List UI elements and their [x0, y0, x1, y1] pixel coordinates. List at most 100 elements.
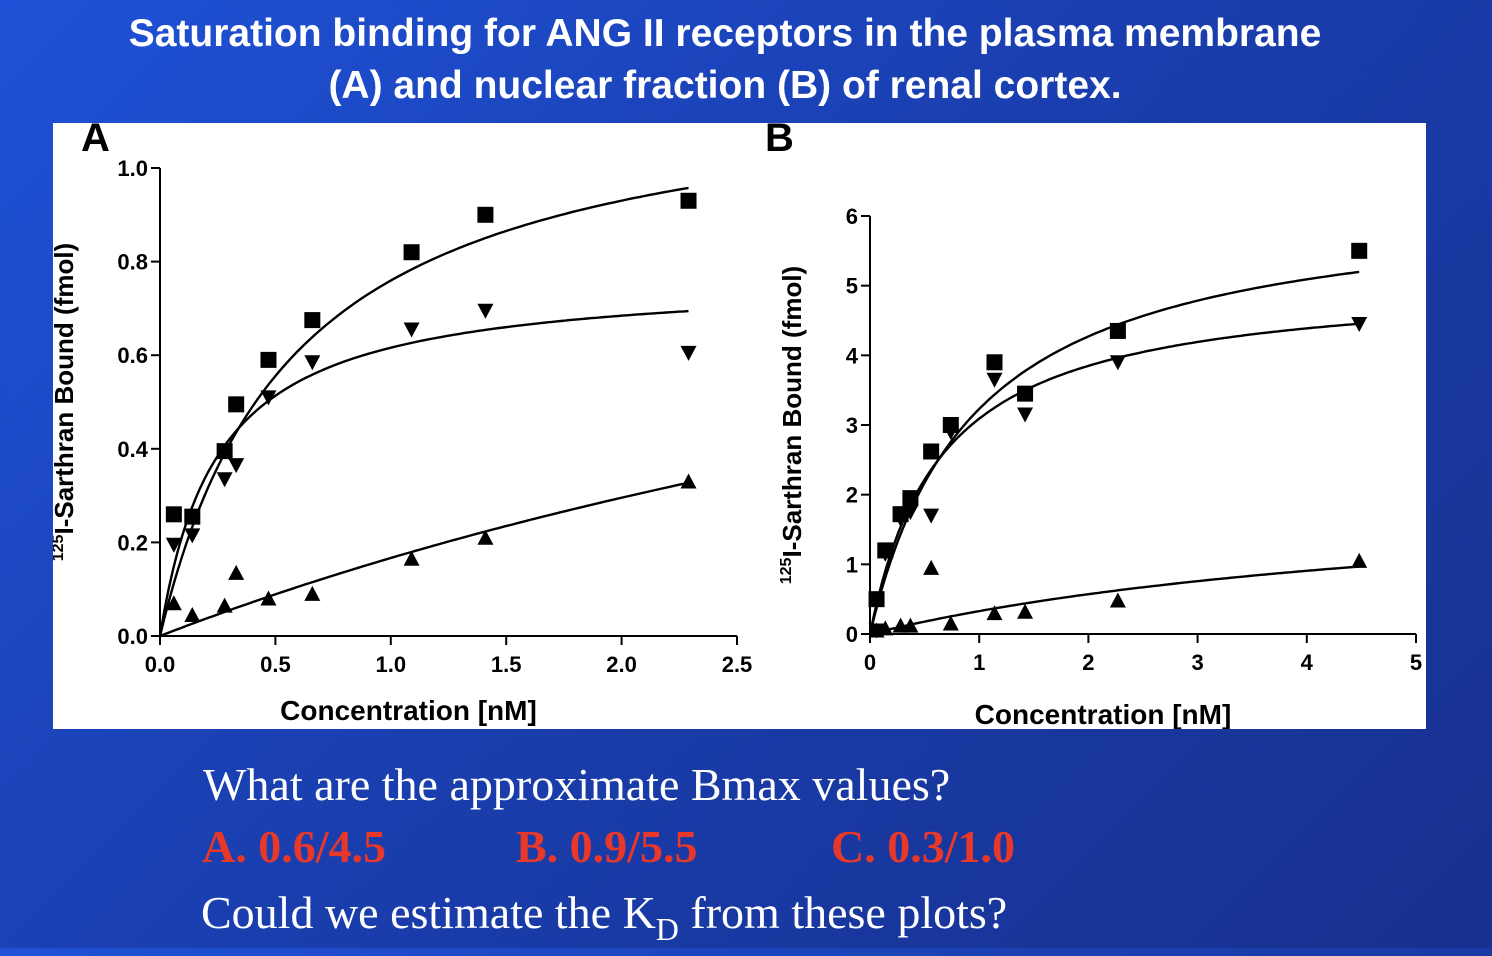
- x-tick-label: 1.5: [491, 652, 522, 677]
- data-point-triangle-down: [1351, 316, 1368, 332]
- data-point-square: [680, 192, 697, 209]
- data-point-square: [1109, 322, 1126, 339]
- slide-title-line-1: Saturation binding for ANG II receptors …: [128, 12, 1322, 55]
- charts-svg: 0.0 0.5 1.0 1.5 2.0 2.5 0.0 0.2 0.4 0.6 0.8 1.0 A Con…: [53, 123, 1422, 729]
- y-tick-label: 0.4: [117, 437, 148, 462]
- y-tick-label: 2: [846, 483, 858, 508]
- data-point-triangle-up: [902, 617, 919, 633]
- slide-title-line-2: (A) and nuclear fraction (B) of renal co…: [328, 64, 1122, 107]
- data-point-triangle-down: [942, 424, 959, 440]
- data-point-triangle-up: [304, 585, 321, 601]
- data-point-square: [304, 312, 321, 329]
- data-point-triangle-up: [477, 529, 494, 545]
- data-point-triangle-down: [184, 528, 201, 544]
- data-point-triangle-down: [165, 537, 182, 553]
- data-point-triangle-up: [184, 606, 201, 622]
- x-tick-label: 2.0: [606, 652, 637, 677]
- y-tick-label: 5: [846, 274, 858, 299]
- data-point-square: [165, 506, 182, 523]
- fit-curve: [869, 565, 1360, 636]
- data-point-triangle-up: [923, 559, 940, 575]
- x-tick-label: 0.0: [145, 652, 176, 677]
- option-b[interactable]: B. 0.9/5.5: [516, 821, 698, 872]
- x-tick-label: 0.5: [260, 652, 291, 677]
- data-point-triangle-down: [228, 458, 245, 474]
- data-point-triangle-down: [304, 355, 321, 371]
- data-point-triangle-down: [680, 345, 697, 361]
- series-triangle-down: [158, 303, 697, 637]
- data-point-triangle-down: [892, 512, 909, 528]
- x-axis-title: Concentration [nM]: [975, 699, 1232, 729]
- series-triangle-up: [868, 552, 1368, 638]
- y-axis-title-superscript: 125: [53, 534, 67, 561]
- option-c[interactable]: C. 0.3/1.0: [831, 821, 1015, 872]
- question-kd-post: from these plots?: [678, 887, 1008, 938]
- data-point-triangle-up: [986, 605, 1003, 621]
- data-point-triangle-down: [1017, 407, 1034, 423]
- data-point-triangle-up: [877, 620, 894, 636]
- y-tick-label: 0.0: [117, 624, 148, 649]
- data-point-triangle-up: [1351, 552, 1368, 568]
- data-point-square: [228, 396, 245, 413]
- x-tick-label: 1: [973, 650, 985, 675]
- x-tick-label: 2: [1082, 650, 1094, 675]
- panel-label: B: [765, 123, 794, 160]
- data-point-triangle-up: [403, 550, 420, 566]
- x-axis-title: Concentration [nM]: [280, 695, 537, 726]
- panel-label: A: [81, 123, 110, 160]
- data-point-triangle-down: [986, 372, 1003, 388]
- x-tick-label: 0: [864, 650, 876, 675]
- chart-panel: 0.0 0.5 1.0 1.5 2.0 2.5 0.0 0.2 0.4 0.6 0.8 1.0 A Con…: [53, 123, 1426, 729]
- series-triangle-up: [159, 473, 697, 638]
- data-point-square: [902, 490, 919, 507]
- question-kd-subscript: D: [655, 911, 679, 947]
- data-point-triangle-up: [942, 615, 959, 631]
- data-point-triangle-down: [923, 508, 940, 524]
- x-tick-label: 2.5: [722, 652, 753, 677]
- question-bmax: What are the approximate Bmax values?: [203, 759, 951, 810]
- fit-curve: [158, 309, 689, 637]
- y-axis-title: 125I-Sarthran Bound (fmol): [777, 266, 807, 584]
- data-point-triangle-up: [1017, 603, 1034, 619]
- x-tick-label: 5: [1410, 650, 1422, 675]
- y-axis-title-text: I-Sarthran Bound (fmol): [53, 243, 79, 535]
- data-point-square: [403, 244, 420, 261]
- data-point-square: [1351, 242, 1368, 259]
- fit-curve: [158, 186, 689, 637]
- y-tick-label: 0: [846, 622, 858, 647]
- data-point-triangle-down: [260, 390, 277, 406]
- data-point-triangle-up: [680, 473, 697, 489]
- data-point-square: [477, 206, 494, 223]
- question-kd-pre: Could we estimate the K: [201, 887, 656, 938]
- data-point-triangle-down: [1109, 355, 1126, 371]
- data-point-triangle-up: [1109, 592, 1126, 608]
- data-point-square: [923, 443, 940, 460]
- y-tick-label: 1: [846, 552, 858, 577]
- data-point-triangle-up: [228, 564, 245, 580]
- y-tick-label: 6: [846, 204, 858, 229]
- data-point-square: [986, 354, 1003, 371]
- option-a[interactable]: A. 0.6/4.5: [202, 821, 386, 872]
- fit-curve: [868, 322, 1360, 635]
- y-tick-label: 3: [846, 413, 858, 438]
- y-axis-title: 125I-Sarthran Bound (fmol): [53, 243, 79, 561]
- y-tick-label: 0.8: [117, 250, 148, 275]
- x-tick-label: 4: [1301, 650, 1314, 675]
- y-axis-title-superscript: 125: [778, 557, 795, 584]
- data-point-triangle-up: [165, 595, 182, 611]
- data-point-triangle-down: [902, 505, 919, 521]
- fit-curve: [159, 481, 689, 638]
- series-square: [868, 242, 1368, 635]
- y-axis-title-text: I-Sarthran Bound (fmol): [777, 266, 807, 558]
- question-kd: Could we estimate the KD from these plot…: [201, 886, 1007, 956]
- y-tick-label: 0.2: [117, 530, 148, 555]
- data-point-square: [260, 351, 277, 368]
- data-point-triangle-down: [216, 472, 233, 488]
- data-point-triangle-up: [260, 590, 277, 606]
- y-tick-label: 4: [846, 343, 859, 368]
- data-point-triangle-up: [216, 597, 233, 613]
- y-tick-label: 1.0: [117, 156, 148, 181]
- chart-b: 0 1 2 3 4 5 0 1 2 3 4 5 6 B Concentration [nM] 125I-Sar…: [765, 123, 1422, 729]
- data-point-square: [216, 443, 233, 460]
- series-triangle-down: [868, 316, 1368, 639]
